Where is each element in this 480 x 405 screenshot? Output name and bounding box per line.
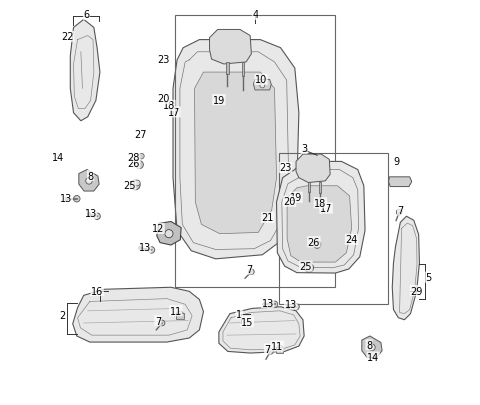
Circle shape: [159, 320, 165, 326]
Circle shape: [286, 305, 289, 309]
Circle shape: [131, 181, 140, 190]
Text: 22: 22: [61, 32, 74, 42]
Text: 20: 20: [157, 94, 170, 104]
Circle shape: [304, 264, 313, 273]
Text: 16: 16: [91, 286, 103, 296]
Circle shape: [396, 210, 402, 215]
Text: 13: 13: [60, 194, 72, 203]
Text: 2: 2: [59, 310, 65, 320]
Text: 8: 8: [87, 171, 94, 181]
Text: 13: 13: [285, 300, 297, 309]
Text: 23: 23: [157, 55, 170, 65]
Circle shape: [260, 84, 265, 89]
Polygon shape: [392, 217, 420, 320]
Polygon shape: [79, 170, 99, 192]
Text: 11: 11: [170, 306, 182, 316]
Polygon shape: [176, 313, 183, 319]
Bar: [175, 16, 336, 288]
Circle shape: [313, 241, 321, 249]
Polygon shape: [308, 182, 310, 192]
Text: 13: 13: [138, 243, 151, 253]
Text: 24: 24: [346, 235, 358, 245]
Polygon shape: [296, 155, 330, 183]
Polygon shape: [389, 177, 412, 187]
Circle shape: [263, 303, 266, 306]
Text: 15: 15: [241, 317, 253, 327]
Circle shape: [176, 311, 183, 319]
Text: 12: 12: [152, 224, 164, 234]
Polygon shape: [70, 20, 100, 122]
Polygon shape: [194, 73, 276, 234]
Text: 10: 10: [255, 75, 267, 85]
Polygon shape: [242, 63, 244, 77]
Text: 19: 19: [213, 96, 225, 105]
Circle shape: [73, 196, 80, 202]
Text: 9: 9: [394, 156, 400, 166]
Circle shape: [249, 269, 254, 275]
Circle shape: [369, 344, 375, 351]
Circle shape: [87, 213, 91, 216]
Circle shape: [268, 349, 273, 354]
Circle shape: [139, 247, 142, 250]
Text: 7: 7: [155, 316, 161, 326]
Circle shape: [165, 230, 173, 238]
Polygon shape: [219, 307, 304, 353]
Polygon shape: [319, 182, 321, 194]
Text: 8: 8: [366, 340, 372, 350]
Polygon shape: [210, 30, 252, 65]
Text: 6: 6: [84, 11, 90, 20]
Polygon shape: [157, 222, 181, 245]
Text: 4: 4: [252, 11, 259, 20]
Circle shape: [148, 247, 155, 254]
Bar: [278, 154, 388, 304]
Circle shape: [65, 198, 68, 201]
Text: 17: 17: [168, 108, 180, 117]
Polygon shape: [73, 288, 204, 342]
Polygon shape: [287, 186, 352, 262]
Polygon shape: [276, 347, 284, 353]
Text: 13: 13: [262, 298, 274, 308]
Text: 25: 25: [123, 181, 136, 190]
Polygon shape: [226, 63, 228, 75]
Circle shape: [94, 213, 100, 220]
Text: 14: 14: [367, 352, 379, 362]
Polygon shape: [362, 336, 382, 358]
Text: 20: 20: [283, 197, 296, 207]
Text: 23: 23: [279, 163, 292, 173]
Circle shape: [271, 301, 278, 308]
Text: 11: 11: [271, 341, 284, 351]
Text: 21: 21: [262, 213, 274, 223]
Text: 3: 3: [301, 144, 307, 154]
Text: 17: 17: [320, 204, 332, 213]
Circle shape: [293, 304, 299, 310]
Text: 14: 14: [52, 152, 64, 162]
Text: 28: 28: [128, 152, 140, 162]
Text: 1: 1: [236, 309, 242, 319]
Circle shape: [86, 178, 92, 185]
Text: 7: 7: [246, 264, 252, 274]
Text: 26: 26: [308, 237, 320, 247]
Polygon shape: [253, 80, 271, 91]
Polygon shape: [276, 162, 365, 273]
Text: 26: 26: [128, 159, 140, 169]
Text: 18: 18: [314, 198, 326, 208]
Text: 29: 29: [410, 286, 423, 296]
Text: 19: 19: [290, 193, 302, 202]
Text: 25: 25: [300, 262, 312, 271]
Circle shape: [135, 161, 144, 169]
Text: 7: 7: [264, 344, 271, 354]
Text: 7: 7: [397, 206, 404, 215]
Circle shape: [139, 154, 144, 160]
Text: 27: 27: [134, 130, 147, 139]
Circle shape: [276, 345, 284, 353]
Text: 5: 5: [426, 273, 432, 282]
Text: 13: 13: [84, 209, 96, 219]
Polygon shape: [173, 40, 299, 259]
Circle shape: [134, 181, 140, 186]
Text: 18: 18: [163, 101, 175, 111]
